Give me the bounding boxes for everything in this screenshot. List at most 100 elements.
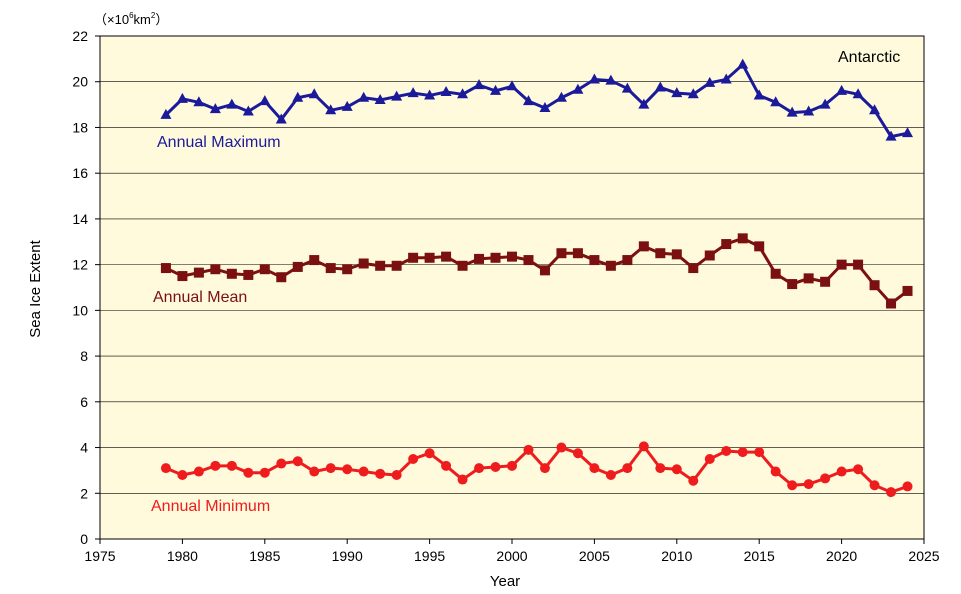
data-point xyxy=(342,264,353,275)
data-point xyxy=(902,285,913,296)
data-point xyxy=(441,251,452,262)
data-point xyxy=(820,276,831,287)
data-point xyxy=(506,80,518,91)
series-layer xyxy=(160,58,914,498)
data-point xyxy=(358,91,370,102)
data-point xyxy=(572,248,583,259)
data-point xyxy=(737,58,749,69)
data-point xyxy=(589,463,600,474)
data-point xyxy=(523,255,534,266)
data-point xyxy=(588,73,600,84)
y-axis-title: Sea Ice Extent xyxy=(27,239,44,337)
y-tick-label: 6 xyxy=(80,394,88,410)
data-point xyxy=(308,88,320,99)
data-point xyxy=(770,466,781,477)
y-tick-label: 12 xyxy=(72,257,88,273)
x-axis-title: Year xyxy=(490,573,520,590)
data-point xyxy=(721,239,732,250)
data-point xyxy=(325,463,336,474)
data-point xyxy=(523,444,534,455)
data-point xyxy=(786,106,798,117)
data-point xyxy=(177,271,188,282)
data-point xyxy=(572,448,583,459)
data-point xyxy=(687,88,699,99)
data-point xyxy=(193,466,204,477)
data-point xyxy=(836,84,848,95)
y-tick-label: 22 xyxy=(72,28,88,44)
data-point xyxy=(885,130,897,141)
data-point xyxy=(853,464,864,475)
data-point xyxy=(556,442,567,453)
data-point xyxy=(720,73,732,84)
data-point xyxy=(605,74,617,85)
data-point xyxy=(473,79,485,90)
series-label-annual-maximum: Annual Maximum xyxy=(157,134,281,151)
data-point xyxy=(177,469,188,480)
data-point xyxy=(803,479,814,490)
y-tick-label: 10 xyxy=(72,302,88,318)
data-point xyxy=(787,480,798,491)
series-label-annual-mean: Annual Mean xyxy=(153,289,247,306)
data-point xyxy=(259,264,270,275)
data-point xyxy=(704,250,715,261)
data-point xyxy=(507,460,517,471)
data-point xyxy=(704,76,716,87)
series-line-annual-maximum xyxy=(164,63,908,139)
data-point xyxy=(226,268,237,279)
data-point xyxy=(655,463,666,474)
data-point xyxy=(605,469,616,480)
data-point xyxy=(309,466,320,477)
y-tick-label: 4 xyxy=(80,440,88,456)
data-point xyxy=(621,82,633,93)
data-point xyxy=(638,441,649,452)
axes: 0 2 4 6 8 10 12 14 16 18 20 22 1975 1980 1985 1990 1995 2… xyxy=(72,28,939,564)
data-point xyxy=(787,279,798,290)
data-point xyxy=(638,98,650,109)
data-point xyxy=(803,273,814,284)
data-point xyxy=(737,447,748,458)
data-point xyxy=(226,98,238,109)
data-point xyxy=(803,105,815,116)
data-point xyxy=(325,104,337,115)
data-point xyxy=(457,260,468,271)
data-point xyxy=(688,263,699,274)
y-tick-label: 14 xyxy=(72,211,88,227)
data-point xyxy=(441,460,452,471)
data-point xyxy=(440,86,452,97)
data-point xyxy=(539,102,551,113)
x-tick-label: 1995 xyxy=(414,548,445,564)
x-tick-label: 2005 xyxy=(579,548,610,564)
data-point xyxy=(374,94,386,105)
data-point xyxy=(160,263,171,274)
y-tick-label: 18 xyxy=(72,119,88,135)
x-tick-label: 1990 xyxy=(332,548,363,564)
data-point xyxy=(688,475,699,486)
data-point xyxy=(193,267,204,278)
data-point xyxy=(210,264,221,275)
plot-area xyxy=(99,35,925,540)
data-point xyxy=(474,253,485,264)
data-point xyxy=(408,453,419,464)
series-annual-mean xyxy=(160,233,913,309)
data-point xyxy=(555,91,567,102)
data-point xyxy=(836,259,847,270)
data-point xyxy=(408,252,419,263)
data-point xyxy=(160,108,172,119)
data-point xyxy=(836,466,847,477)
data-point xyxy=(391,90,403,101)
data-point xyxy=(276,458,287,469)
series-line-annual-minimum xyxy=(165,444,909,494)
data-point xyxy=(325,263,336,274)
data-point xyxy=(754,447,765,458)
data-point xyxy=(770,268,781,279)
y-tick-label: 0 xyxy=(80,531,88,547)
data-point xyxy=(754,241,765,252)
data-point xyxy=(490,461,501,472)
data-point xyxy=(819,98,831,109)
series-annual-maximum xyxy=(160,58,914,141)
data-point xyxy=(358,466,369,477)
data-point xyxy=(886,487,897,498)
data-point xyxy=(358,258,369,269)
data-point xyxy=(853,259,864,270)
y-tick-label: 8 xyxy=(80,348,88,364)
